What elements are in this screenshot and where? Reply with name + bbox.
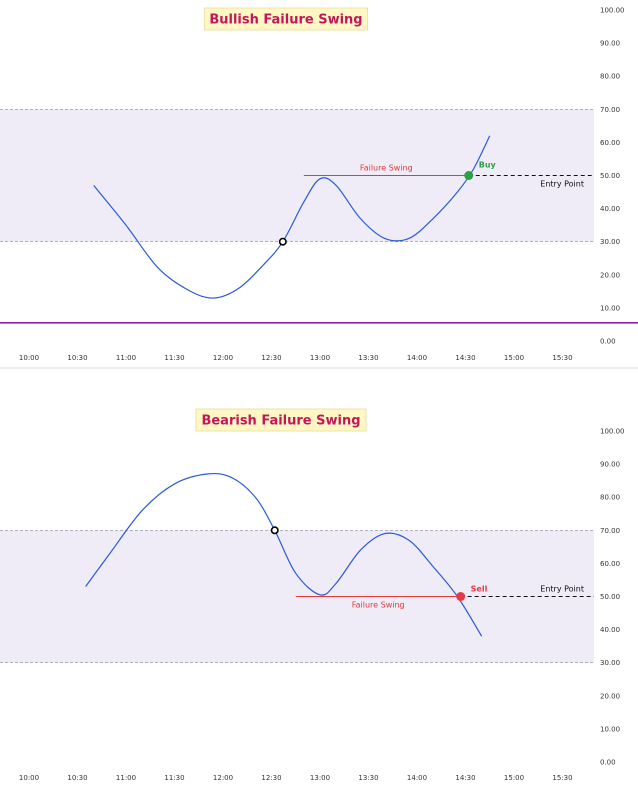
- overbought-oversold-band: [0, 109, 594, 242]
- y-tick-label: 0.00: [600, 338, 616, 346]
- x-tick-label: 15:30: [552, 354, 572, 362]
- rsi-series-line: [93, 135, 491, 299]
- x-tick-label: 14:30: [455, 354, 475, 362]
- failure-swing-label: Failure Swing: [352, 601, 405, 610]
- x-tick-label: 10:30: [67, 774, 87, 782]
- y-tick-label: 100.00: [600, 428, 625, 436]
- y-tick-label: 90.00: [600, 461, 620, 469]
- entry-point-label: Entry Point: [540, 180, 584, 189]
- x-tick-label: 12:30: [261, 354, 281, 362]
- x-tick-label: 14:30: [455, 774, 475, 782]
- y-tick-label: 10.00: [600, 304, 620, 312]
- y-tick-label: 50.00: [600, 172, 620, 180]
- y-tick-label: 20.00: [600, 271, 620, 279]
- y-tick-label: 0.00: [600, 759, 616, 767]
- x-tick-label: 13:00: [310, 774, 330, 782]
- x-tick-label: 12:00: [213, 354, 233, 362]
- x-tick-label: 15:30: [552, 774, 572, 782]
- y-tick-label: 100.00: [600, 7, 625, 15]
- y-tick-label: 40.00: [600, 626, 620, 634]
- y-tick-label: 90.00: [600, 40, 620, 48]
- y-tick-label: 60.00: [600, 560, 620, 568]
- signal-point-marker: [464, 171, 474, 180]
- chart-2: 100.00 90.00 80.00 70.00 60.00 50.00 40.00 30.0…: [0, 408, 625, 782]
- x-tick-label: 12:00: [213, 774, 233, 782]
- y-tick-label: 60.00: [600, 139, 620, 147]
- x-tick-label: 10:00: [19, 354, 39, 362]
- x-tick-label: 11:30: [164, 774, 184, 782]
- x-tick-label: 14:00: [407, 354, 427, 362]
- failure-swing-label: Failure Swing: [360, 164, 413, 173]
- x-tick-label: 14:00: [407, 774, 427, 782]
- y-tick-label: 70.00: [600, 527, 620, 535]
- x-tick-label: 15:00: [504, 354, 524, 362]
- entry-point-label: Entry Point: [540, 585, 584, 594]
- chart-title-box: [204, 7, 368, 31]
- chart-title: Bearish Failure Swing: [201, 414, 360, 429]
- x-tick-label: 13:30: [358, 354, 378, 362]
- rsi-series-line: [85, 472, 483, 637]
- x-tick-label: 11:30: [164, 354, 184, 362]
- y-tick-label: 50.00: [600, 593, 620, 601]
- x-tick-label: 13:30: [358, 774, 378, 782]
- y-tick-label: 20.00: [600, 692, 620, 700]
- signal-point-marker: [456, 592, 466, 601]
- x-tick-label: 11:00: [116, 774, 136, 782]
- signal-label: Sell: [471, 585, 488, 594]
- chart-title: Bullish Failure Swing: [209, 13, 362, 28]
- y-tick-label: 30.00: [600, 659, 620, 667]
- chart-title-box: [195, 408, 367, 432]
- x-tick-label: 13:00: [310, 354, 330, 362]
- x-tick-label: 12:30: [261, 774, 281, 782]
- y-tick-label: 80.00: [600, 494, 620, 502]
- swing-point-marker: [278, 237, 287, 246]
- swing-point-marker: [270, 526, 279, 535]
- x-tick-label: 10:30: [67, 354, 87, 362]
- y-tick-label: 80.00: [600, 73, 620, 81]
- y-tick-label: 40.00: [600, 205, 620, 213]
- x-tick-label: 10:00: [19, 774, 39, 782]
- signal-label: Buy: [479, 161, 497, 170]
- y-tick-label: 10.00: [600, 725, 620, 733]
- x-tick-label: 11:00: [116, 354, 136, 362]
- x-tick-label: 15:00: [504, 774, 524, 782]
- y-tick-label: 30.00: [600, 238, 620, 246]
- chart-1: 100.00 90.00 80.00 70.00 60.00 50.00 40.00 30.0…: [0, 7, 638, 369]
- y-tick-label: 70.00: [600, 106, 620, 114]
